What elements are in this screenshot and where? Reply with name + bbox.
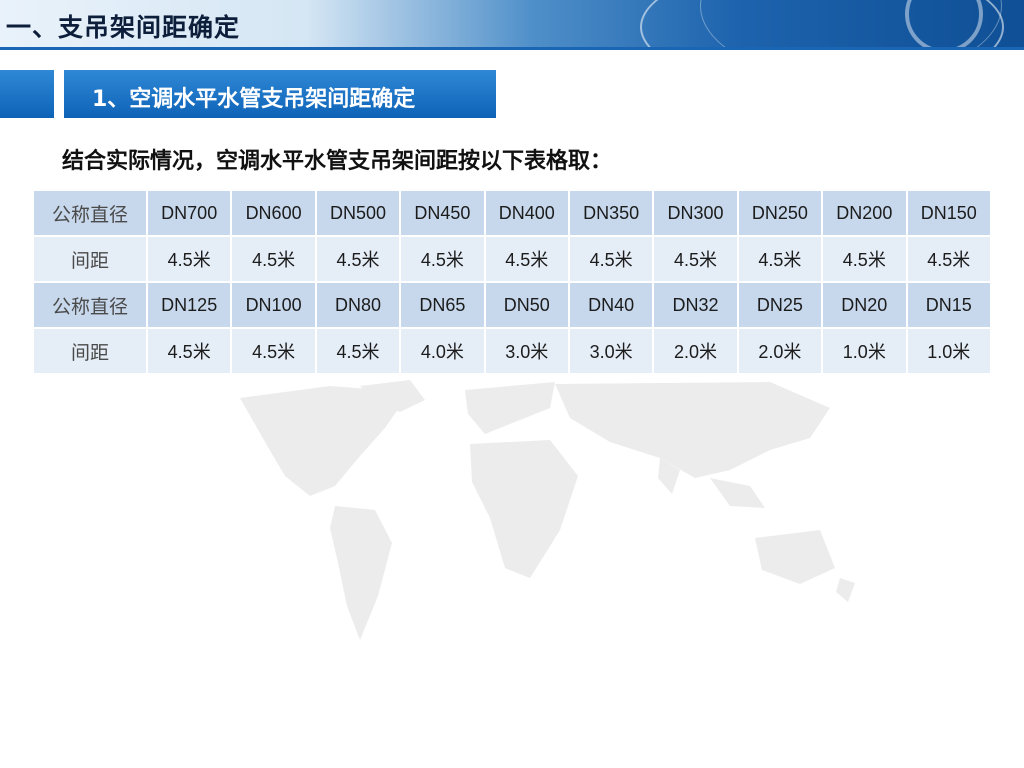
table-row-diameter: 公称直径 DN700 DN600 DN500 DN450 DN400 DN350 DN300 D… — [32, 189, 993, 237]
table-cell-spacing: 4.5米 — [483, 235, 570, 283]
table-cell-spacing: 4.5米 — [652, 235, 739, 283]
table-cell-diameter: DN15 — [905, 281, 993, 329]
table-cell-diameter: DN150 — [905, 189, 993, 237]
section-title: 1、空调水平水管支吊架间距确定 — [92, 87, 416, 112]
header-underline — [0, 47, 1024, 50]
table-cell-diameter: DN200 — [821, 189, 908, 237]
section-banner: 1、空调水平水管支吊架间距确定 — [64, 70, 496, 118]
table-cell-diameter: DN32 — [652, 281, 739, 329]
table-cell-spacing: 4.5米 — [314, 235, 402, 283]
world-map-watermark — [240, 380, 855, 640]
table-cell-diameter: DN100 — [230, 281, 317, 329]
table-cell-diameter: DN40 — [567, 281, 655, 329]
table-cell-diameter: DN25 — [736, 281, 824, 329]
table-cell-diameter: DN80 — [314, 281, 402, 329]
row-label-spacing: 间距 — [32, 235, 148, 283]
header-bar: 一、支吊架间距确定 — [0, 0, 1024, 50]
table-row-spacing: 间距 4.5米 4.5米 4.5米 4.0米 3.0米 3.0米 2.0米 2.0米 1.0米 1.… — [32, 327, 993, 375]
table-cell-diameter: DN400 — [483, 189, 570, 237]
table-cell-diameter: DN600 — [230, 189, 317, 237]
header-decor-arc — [640, 0, 1004, 50]
table-cell-spacing: 1.0米 — [905, 327, 993, 375]
table-cell-spacing: 2.0米 — [736, 327, 824, 375]
table-cell-spacing: 3.0米 — [567, 327, 655, 375]
table-cell-spacing: 2.0米 — [652, 327, 739, 375]
table-cell-spacing: 1.0米 — [821, 327, 908, 375]
row-label-diameter: 公称直径 — [32, 281, 148, 329]
spacing-table-body: 公称直径 DN700 DN600 DN500 DN450 DN400 DN350 DN300 D… — [32, 189, 993, 375]
table-cell-spacing: 4.0米 — [399, 327, 486, 375]
row-label-diameter: 公称直径 — [32, 189, 148, 237]
table-cell-spacing: 4.5米 — [230, 235, 317, 283]
table-cell-spacing: 4.5米 — [230, 327, 317, 375]
intro-text: 结合实际情况，空调水平水管支吊架间距按以下表格取： — [62, 148, 613, 174]
table-cell-spacing: 4.5米 — [314, 327, 402, 375]
table-cell-spacing: 4.5米 — [567, 235, 655, 283]
table-cell-spacing: 4.5米 — [145, 235, 233, 283]
table-row-spacing: 间距 4.5米 4.5米 4.5米 4.5米 4.5米 4.5米 4.5米 4.5米 4.5米 4.… — [32, 235, 993, 283]
spacing-table: 公称直径 DN700 DN600 DN500 DN450 DN400 DN350 DN300 D… — [32, 189, 993, 375]
table-cell-spacing: 4.5米 — [905, 235, 993, 283]
table-cell-diameter: DN500 — [314, 189, 402, 237]
table-cell-diameter: DN700 — [145, 189, 233, 237]
table-cell-diameter: DN125 — [145, 281, 233, 329]
table-cell-spacing: 4.5米 — [145, 327, 233, 375]
table-cell-spacing: 4.5米 — [736, 235, 824, 283]
table-cell-diameter: DN350 — [567, 189, 655, 237]
table-cell-spacing: 4.5米 — [821, 235, 908, 283]
table-cell-diameter: DN50 — [483, 281, 570, 329]
table-cell-diameter: DN450 — [399, 189, 486, 237]
row-label-spacing: 间距 — [32, 327, 148, 375]
table-cell-diameter: DN65 — [399, 281, 486, 329]
table-cell-diameter: DN20 — [821, 281, 908, 329]
table-cell-spacing: 3.0米 — [483, 327, 570, 375]
table-cell-diameter: DN300 — [652, 189, 739, 237]
table-row-diameter: 公称直径 DN125 DN100 DN80 DN65 DN50 DN40 DN32 DN25 DN… — [32, 281, 993, 329]
table-cell-diameter: DN250 — [736, 189, 824, 237]
page-title: 一、支吊架间距确定 — [6, 13, 241, 42]
table-cell-spacing: 4.5米 — [399, 235, 486, 283]
section-marker-block — [0, 70, 54, 118]
